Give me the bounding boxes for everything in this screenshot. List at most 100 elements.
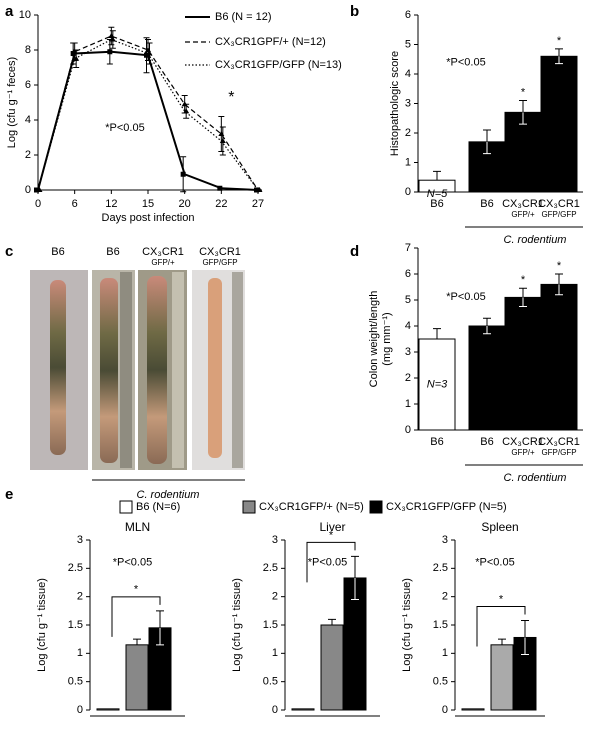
legend-label: B6 (N=6) xyxy=(136,501,180,513)
colon xyxy=(208,278,222,458)
bar xyxy=(461,708,485,711)
photo-panel xyxy=(30,270,245,481)
x-axis-label: Days post infection xyxy=(102,212,195,224)
y-tick-label: 0 xyxy=(442,704,448,716)
y-tick-label: 0 xyxy=(25,184,31,196)
significance: * xyxy=(521,86,526,98)
photo-label: B6 xyxy=(106,246,119,258)
y-tick-label: 2 xyxy=(442,591,448,603)
x-tick-label: CX₃CR1 xyxy=(502,198,544,210)
y-tick-label: 1.5 xyxy=(263,619,278,631)
bar xyxy=(96,708,120,711)
marker xyxy=(36,187,43,192)
y-tick-label: 0 xyxy=(272,704,278,716)
error-bar xyxy=(521,619,529,638)
y-tick-label: 0 xyxy=(405,424,411,436)
photo-label: B6 xyxy=(51,246,64,258)
x-tick-label: 15 xyxy=(142,198,154,210)
bar xyxy=(320,624,344,711)
error-bar xyxy=(555,273,563,285)
legend-swatch xyxy=(369,500,383,514)
y-tick-label: 1 xyxy=(405,398,411,410)
error-bar xyxy=(555,48,563,57)
bar-label: N=6 xyxy=(477,372,498,384)
bracket-label: * xyxy=(134,584,139,596)
x-tick-label: 6 xyxy=(72,198,78,210)
error-bar-lower xyxy=(483,326,491,335)
colon xyxy=(100,278,118,463)
y-tick-label: 2 xyxy=(272,591,278,603)
y-tick-label: 1.5 xyxy=(68,619,83,631)
marker xyxy=(256,187,263,192)
significance: * xyxy=(521,274,526,286)
bracket xyxy=(111,596,161,637)
legend-swatch xyxy=(242,500,256,514)
y-tick-label: 2.5 xyxy=(433,562,448,574)
group-label: C. rodentium xyxy=(504,234,567,246)
x-tick-label: 27 xyxy=(252,198,264,210)
y-tick-label: 6 xyxy=(405,9,411,21)
y-axis-label: Colon weight/length xyxy=(368,291,380,388)
y-axis-label: Log (cfu g⁻¹ tissue) xyxy=(36,578,48,672)
legend-label: CX₃CR1GPF/+ (N=12) xyxy=(215,36,326,48)
photo-label: CX₃CR1 xyxy=(142,246,184,258)
annotation: *P<0.05 xyxy=(446,57,485,69)
y-axis-label: (mg mm⁻¹) xyxy=(381,312,393,365)
y-axis-label: Log (cfu g⁻¹ tissue) xyxy=(401,578,413,672)
marker xyxy=(109,36,116,42)
panel-label: b xyxy=(350,3,359,20)
y-tick-label: 2.5 xyxy=(68,562,83,574)
x-tick-label: B6 xyxy=(430,436,443,448)
x-tick-label: CX₃CR1 xyxy=(538,198,580,210)
y-tick-label: 7 xyxy=(405,242,411,254)
marker xyxy=(217,185,223,191)
y-tick-label: 3 xyxy=(442,534,448,546)
y-tick-label: 1.5 xyxy=(433,619,448,631)
y-tick-label: 1 xyxy=(442,647,448,659)
x-tick-sublabel: GFP/GFP xyxy=(541,448,576,457)
y-tick-label: 10 xyxy=(19,9,31,21)
error-bar xyxy=(498,638,506,645)
y-axis-label: Log (cfu g⁻¹ tissue) xyxy=(231,578,243,672)
error-bar xyxy=(133,638,141,645)
bar xyxy=(468,325,506,431)
legend-label: CX₃CR1GFP/GFP (N=5) xyxy=(386,501,507,513)
y-tick-label: 4 xyxy=(25,114,31,126)
photo-sublabel: GFP/GFP xyxy=(202,258,237,267)
bracket xyxy=(476,605,526,647)
ruler xyxy=(172,272,184,468)
legend-label: CX₃CR1GFP/GFP (N=13) xyxy=(215,59,342,71)
panel-label: c xyxy=(5,243,13,260)
marker xyxy=(219,138,226,143)
y-tick-label: 0 xyxy=(77,704,83,716)
bar xyxy=(540,283,578,431)
legend-label: B6 (N = 12) xyxy=(215,11,272,23)
bar-label: N=5 xyxy=(513,358,534,370)
colon xyxy=(50,280,66,455)
marker xyxy=(146,50,153,56)
error-bar-lower xyxy=(351,577,359,600)
error-bar xyxy=(156,610,164,628)
bar-label: N=7 xyxy=(477,161,498,173)
panel-label: e xyxy=(5,486,13,503)
bar-label: N=5 xyxy=(427,188,448,200)
marker xyxy=(180,171,186,177)
colon xyxy=(147,276,167,464)
y-tick-label: 6 xyxy=(25,79,31,91)
y-tick-label: 8 xyxy=(25,44,31,56)
group-label: C. rodentium xyxy=(504,472,567,484)
error-bar xyxy=(351,555,359,578)
annotation: *P<0.05 xyxy=(475,557,514,569)
x-tick-label: 20 xyxy=(179,198,191,210)
error-bar-lower xyxy=(483,141,491,155)
x-tick-sublabel: GFP/GFP xyxy=(541,210,576,219)
chart-title: Liver xyxy=(319,520,345,534)
error-bar-lower xyxy=(519,297,527,307)
marker xyxy=(144,52,149,58)
bar xyxy=(418,338,456,431)
y-tick-label: 0.5 xyxy=(263,676,278,688)
x-tick-label: 22 xyxy=(215,198,227,210)
y-tick-label: 0.5 xyxy=(433,676,448,688)
bar xyxy=(125,644,149,711)
x-tick-label: B6 xyxy=(480,198,493,210)
